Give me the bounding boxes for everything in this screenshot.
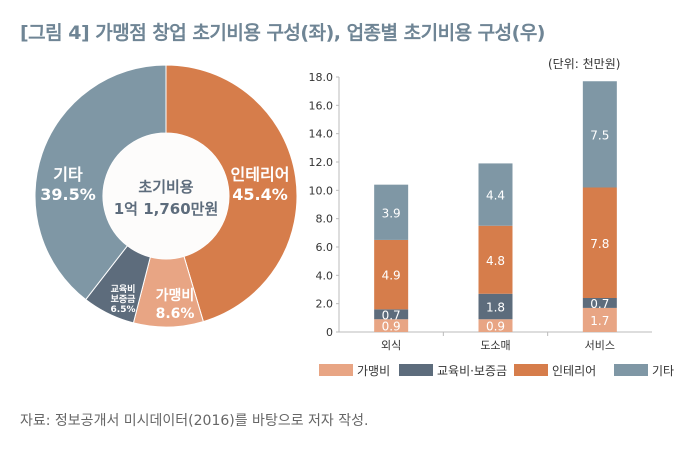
y-tick-label: 6.0: [316, 241, 334, 254]
bar-segment: [374, 239, 409, 310]
y-tick-label: 0: [326, 326, 333, 339]
y-tick-label: 12.0: [309, 156, 334, 169]
slice-name-label: 교육비: [111, 283, 136, 295]
center-label: 초기비용: [138, 178, 193, 196]
slice-value-label: 45.4%: [232, 185, 288, 204]
data-label: 1.7: [590, 314, 609, 328]
bar-segment: [478, 163, 513, 226]
x-tick-label: 서비스: [585, 339, 615, 352]
bar-segment: [478, 293, 513, 320]
data-label: 4.8: [486, 254, 505, 268]
data-label: 7.5: [590, 128, 609, 142]
bar-segment: [374, 319, 409, 332]
source-note: 자료: 정보공개서 미시데이터(2016)를 바탕으로 저자 작성.: [20, 413, 369, 429]
figure-title: [그림 4] 가맹점 창업 초기비용 구성(좌), 업종별 초기비용 구성(우): [20, 22, 545, 44]
bar-segment: [582, 81, 617, 188]
bar-segment: [582, 307, 617, 332]
data-label: 0.9: [382, 320, 401, 334]
slice-name-label: 보증금: [111, 294, 137, 305]
bar-segment: [478, 319, 513, 332]
data-label: 4.9: [382, 269, 401, 283]
bar-segment: [374, 184, 409, 240]
slice-name-label: 가맹비: [156, 287, 195, 304]
bar-segment: [374, 309, 409, 320]
slice-value-label: 39.5%: [40, 185, 96, 204]
y-tick-label: 10.0: [309, 184, 334, 197]
legend-swatch: [319, 364, 353, 376]
bar-segment: [582, 187, 617, 298]
legend-swatch: [614, 364, 648, 376]
data-label: 7.8: [590, 237, 609, 251]
bar-segment: [582, 298, 617, 308]
legend-label: 기타: [652, 364, 674, 378]
data-label: 0.9: [486, 320, 505, 334]
y-tick-label: 2.0: [316, 298, 334, 311]
data-label: 0.7: [382, 308, 401, 322]
data-label: 3.9: [382, 206, 401, 220]
y-tick-label: 16.0: [309, 99, 334, 112]
y-tick-label: 18.0: [309, 71, 334, 84]
data-label: 4.4: [486, 189, 505, 203]
y-tick-label: 14.0: [309, 128, 334, 141]
bar-segment: [478, 225, 513, 294]
legend-swatch: [514, 364, 548, 376]
legend-label: 인테리어: [552, 364, 596, 378]
legend-label: 교육비·보증금: [437, 364, 507, 378]
slice-value-label: 8.6%: [156, 306, 195, 322]
donut-hole: [103, 133, 229, 259]
unit-label: (단위: 천만원): [548, 57, 621, 71]
y-tick-label: 4.0: [316, 269, 334, 282]
slice-value-label: 6.5%: [111, 305, 136, 315]
data-label: 1.8: [486, 301, 505, 315]
slice-name-label: 인테리어: [231, 165, 290, 184]
center-value: 1억 1,760만원: [114, 200, 219, 218]
x-tick-label: 외식: [381, 339, 401, 352]
slice-name-label: 기타: [53, 165, 83, 184]
x-tick-label: 도소매: [480, 339, 510, 352]
legend-swatch: [399, 364, 433, 376]
legend-label: 가맹비: [357, 364, 390, 378]
y-tick-label: 8.0: [316, 213, 334, 226]
data-label: 0.7: [590, 297, 609, 311]
